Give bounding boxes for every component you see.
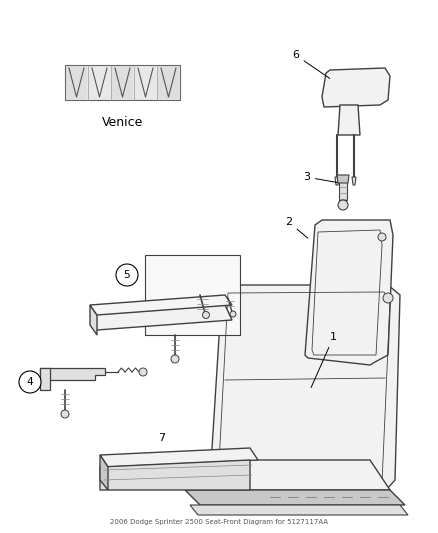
Circle shape	[116, 264, 138, 286]
Circle shape	[61, 410, 69, 418]
Polygon shape	[339, 175, 347, 200]
Polygon shape	[335, 177, 339, 185]
Circle shape	[378, 233, 386, 241]
Circle shape	[139, 368, 147, 376]
Polygon shape	[190, 505, 408, 515]
Polygon shape	[185, 490, 405, 505]
Polygon shape	[66, 66, 87, 99]
Polygon shape	[90, 305, 97, 335]
Polygon shape	[322, 68, 390, 107]
Polygon shape	[40, 368, 105, 380]
Text: 3: 3	[303, 172, 337, 182]
Text: 4: 4	[27, 377, 33, 387]
Polygon shape	[90, 305, 232, 330]
Text: 2006 Dodge Sprinter 2500 Seat-Front Diagram for 5127117AA: 2006 Dodge Sprinter 2500 Seat-Front Diag…	[110, 519, 328, 525]
Circle shape	[171, 355, 179, 363]
Text: 2: 2	[285, 217, 308, 238]
Text: 1: 1	[311, 332, 337, 387]
Polygon shape	[100, 455, 108, 490]
Polygon shape	[65, 65, 180, 100]
Text: Venice: Venice	[102, 116, 143, 129]
Polygon shape	[145, 255, 240, 335]
Polygon shape	[185, 460, 205, 510]
Circle shape	[202, 311, 209, 319]
Text: 6: 6	[292, 50, 330, 78]
Polygon shape	[185, 460, 390, 490]
Circle shape	[230, 311, 236, 317]
Polygon shape	[337, 175, 349, 183]
Circle shape	[19, 371, 41, 393]
Circle shape	[338, 200, 348, 210]
Text: 5: 5	[124, 270, 131, 280]
Polygon shape	[90, 295, 232, 315]
Polygon shape	[305, 220, 393, 365]
Polygon shape	[100, 460, 250, 490]
Text: 7: 7	[159, 433, 166, 443]
Polygon shape	[112, 66, 133, 99]
Polygon shape	[338, 105, 360, 135]
Polygon shape	[352, 177, 356, 185]
Polygon shape	[100, 448, 258, 467]
Polygon shape	[158, 66, 179, 99]
Polygon shape	[40, 368, 50, 390]
Circle shape	[383, 293, 393, 303]
Polygon shape	[210, 285, 400, 495]
